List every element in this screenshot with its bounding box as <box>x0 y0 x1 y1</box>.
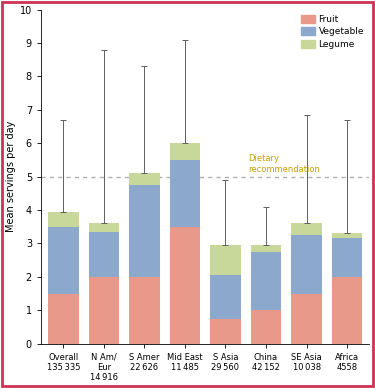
Bar <box>88 277 119 344</box>
Bar <box>170 227 200 344</box>
Bar <box>129 173 160 185</box>
Bar <box>210 275 241 319</box>
Bar <box>251 310 281 344</box>
Bar <box>291 293 322 344</box>
Bar <box>88 223 119 232</box>
Bar <box>210 319 241 344</box>
Bar <box>88 232 119 277</box>
Legend: Fruit, Vegetable, Legume: Fruit, Vegetable, Legume <box>298 11 368 52</box>
Bar <box>332 277 362 344</box>
Y-axis label: Mean servings per day: Mean servings per day <box>6 121 15 232</box>
Bar <box>48 227 78 293</box>
Bar <box>251 252 281 310</box>
Bar <box>48 212 78 227</box>
Text: Dietary
recommendation: Dietary recommendation <box>248 154 320 174</box>
Bar <box>332 233 362 238</box>
Bar <box>170 160 200 227</box>
Bar <box>129 185 160 277</box>
Bar <box>129 277 160 344</box>
Bar <box>291 223 322 235</box>
Bar <box>210 245 241 275</box>
Bar <box>170 143 200 160</box>
Bar <box>48 293 78 344</box>
Bar <box>251 245 281 252</box>
Bar <box>332 238 362 277</box>
Bar <box>291 235 322 293</box>
